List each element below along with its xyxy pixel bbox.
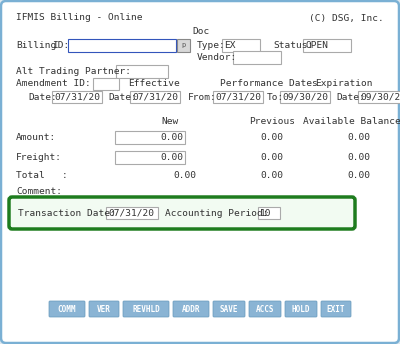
FancyBboxPatch shape bbox=[285, 301, 317, 317]
FancyBboxPatch shape bbox=[321, 301, 351, 317]
Text: REVHLD: REVHLD bbox=[132, 304, 160, 313]
Text: Total   :: Total : bbox=[16, 171, 68, 180]
FancyBboxPatch shape bbox=[213, 301, 245, 317]
Text: (C) DSG, Inc.: (C) DSG, Inc. bbox=[309, 13, 384, 22]
Text: ID:: ID: bbox=[52, 42, 69, 51]
Text: SAVE: SAVE bbox=[220, 304, 238, 313]
Text: Date:: Date: bbox=[28, 93, 57, 101]
Text: Effective: Effective bbox=[128, 79, 180, 88]
Text: 0.00: 0.00 bbox=[347, 152, 370, 161]
Text: VER: VER bbox=[97, 304, 111, 313]
Text: p: p bbox=[181, 43, 186, 49]
Text: To:: To: bbox=[267, 93, 284, 101]
Bar bbox=[115, 131, 185, 144]
Text: 0.00: 0.00 bbox=[347, 132, 370, 141]
FancyBboxPatch shape bbox=[173, 301, 209, 317]
Text: Expiration: Expiration bbox=[315, 79, 372, 88]
Bar bbox=[213, 91, 263, 103]
Bar bbox=[106, 207, 158, 219]
Text: Alt Trading Partner:: Alt Trading Partner: bbox=[16, 66, 131, 75]
FancyBboxPatch shape bbox=[89, 301, 119, 317]
Text: Date:: Date: bbox=[108, 93, 137, 101]
Bar bbox=[258, 207, 280, 219]
Text: 07/31/20: 07/31/20 bbox=[108, 208, 154, 217]
Text: 0.00: 0.00 bbox=[174, 171, 196, 180]
Text: Status:: Status: bbox=[273, 42, 313, 51]
Text: OPEN: OPEN bbox=[305, 41, 328, 50]
Bar bbox=[115, 151, 185, 164]
Text: 0.00: 0.00 bbox=[260, 132, 284, 141]
Text: Previous: Previous bbox=[249, 118, 295, 127]
Text: IFMIS Billing - Online: IFMIS Billing - Online bbox=[16, 13, 142, 22]
Text: Available Balance: Available Balance bbox=[303, 118, 400, 127]
Text: 09/30/20: 09/30/20 bbox=[360, 93, 400, 101]
Text: 07/31/20: 07/31/20 bbox=[215, 93, 261, 101]
Text: Vendor:: Vendor: bbox=[197, 53, 237, 62]
Text: 0.00: 0.00 bbox=[260, 152, 284, 161]
Text: 0.00: 0.00 bbox=[260, 171, 284, 180]
Bar bbox=[93, 78, 119, 90]
Text: ADDR: ADDR bbox=[182, 304, 200, 313]
FancyBboxPatch shape bbox=[123, 301, 169, 317]
Text: EXIT: EXIT bbox=[327, 304, 345, 313]
Bar bbox=[303, 39, 351, 52]
Text: 0.00: 0.00 bbox=[160, 133, 183, 142]
Text: 09/30/20: 09/30/20 bbox=[282, 93, 328, 101]
Text: HOLD: HOLD bbox=[292, 304, 310, 313]
Text: 07/31/20: 07/31/20 bbox=[54, 93, 100, 101]
Text: ACCS: ACCS bbox=[256, 304, 274, 313]
Text: From:: From: bbox=[188, 93, 217, 101]
Text: Amendment ID:: Amendment ID: bbox=[16, 79, 91, 88]
FancyBboxPatch shape bbox=[9, 197, 355, 229]
Text: Date:: Date: bbox=[336, 93, 365, 101]
Bar bbox=[130, 91, 180, 103]
Text: Transaction Date:: Transaction Date: bbox=[18, 208, 116, 217]
Bar bbox=[222, 39, 260, 52]
Bar bbox=[233, 51, 281, 64]
Text: Doc: Doc bbox=[192, 28, 209, 36]
Text: 0.00: 0.00 bbox=[160, 153, 183, 162]
Text: 07/31/20: 07/31/20 bbox=[132, 93, 178, 101]
Text: 0.00: 0.00 bbox=[347, 171, 370, 180]
Text: New: New bbox=[161, 118, 179, 127]
Text: EX: EX bbox=[224, 41, 236, 50]
Bar bbox=[358, 91, 400, 103]
Bar bbox=[280, 91, 330, 103]
Bar bbox=[116, 65, 168, 78]
Text: Amount:: Amount: bbox=[16, 132, 56, 141]
Bar bbox=[68, 39, 176, 52]
Text: Comment:: Comment: bbox=[16, 187, 62, 196]
Text: Accounting Period:: Accounting Period: bbox=[165, 208, 268, 217]
Text: COMM: COMM bbox=[58, 304, 76, 313]
Text: 10: 10 bbox=[260, 208, 272, 217]
Bar bbox=[52, 91, 102, 103]
Text: Freight:: Freight: bbox=[16, 152, 62, 161]
Bar bbox=[177, 39, 190, 52]
Text: Performance Dates: Performance Dates bbox=[220, 79, 318, 88]
FancyBboxPatch shape bbox=[249, 301, 281, 317]
FancyBboxPatch shape bbox=[49, 301, 85, 317]
Text: Type:: Type: bbox=[197, 42, 226, 51]
Text: Billing: Billing bbox=[16, 42, 56, 51]
